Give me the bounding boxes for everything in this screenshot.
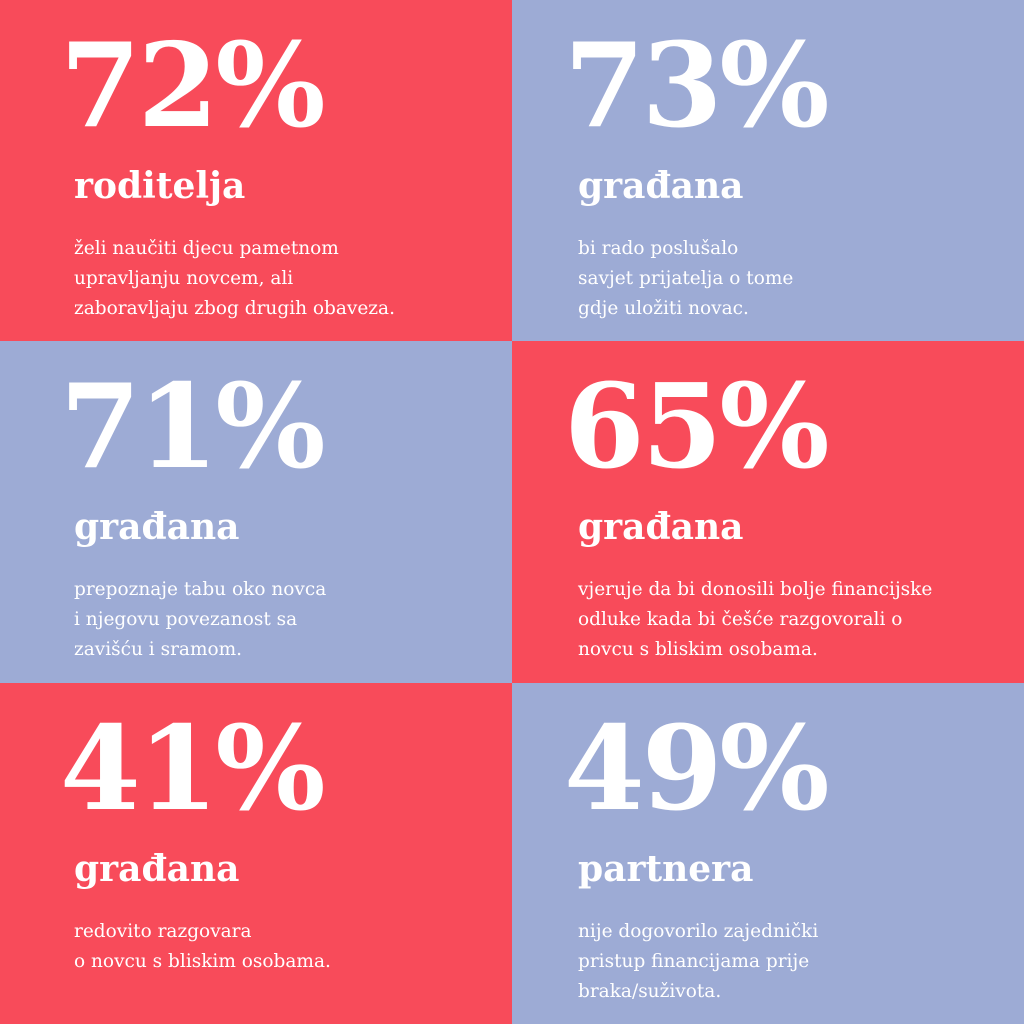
stat-description: nije dogovorilo zajednički pristup financ… <box>578 917 818 1007</box>
description-line: gdje uložiti novac. <box>578 298 749 319</box>
stat-tile: 65% građana vjeruje da bi donosili bolje f… <box>512 341 1024 684</box>
stat-tile: 49% partnera nije dogovorilo zajednički pri… <box>512 682 1024 1024</box>
stat-description: želi naučiti djecu pametnom upravljanju n… <box>74 234 395 324</box>
stat-value: 71% <box>60 359 326 496</box>
stat-value: 72% <box>60 18 326 154</box>
description-line: braka/suživota. <box>578 980 722 1002</box>
description-line: vjeruje da bi donosili bolje financijske <box>578 579 933 601</box>
stat-subject: građana <box>578 506 744 549</box>
description-line: bi rado poslušalo <box>578 238 739 259</box>
stat-subject: građana <box>578 165 744 207</box>
description-line: odluke kada bi češće razgovorali o <box>578 609 903 631</box>
stat-description: vjeruje da bi donosili bolje financijske… <box>578 575 932 665</box>
description-line: pristup financijama prije <box>578 950 810 972</box>
description-line: zaboravljaju zbog drugih obaveza. <box>74 298 395 319</box>
description-line: o novcu s bliskim osobama. <box>74 950 331 972</box>
stat-value: 65% <box>564 359 830 496</box>
description-line: savjet prijatelja o tome <box>578 268 794 289</box>
stat-value: 49% <box>564 700 830 837</box>
description-line: nije dogovorilo zajednički <box>578 920 819 942</box>
stat-description: redovito razgovara o novcu s bliskim osob… <box>74 917 331 977</box>
stat-description: prepoznaje tabu oko novca i njegovu povez… <box>74 575 326 665</box>
stat-tile: 73% građana bi rado poslušalo savjet prijat… <box>512 0 1024 342</box>
description-line: upravljanju novcem, ali <box>74 268 294 289</box>
stat-subject: partnera <box>578 847 754 890</box>
stat-subject: građana <box>74 506 240 549</box>
stat-tile: 71% građana prepoznaje tabu oko novca i nje… <box>0 341 512 684</box>
description-line: i njegovu povezanost sa <box>74 609 298 631</box>
description-line: zavišću i sramom. <box>74 639 243 661</box>
stat-description: bi rado poslušalo savjet prijatelja o tom… <box>578 234 793 324</box>
description-line: prepoznaje tabu oko novca <box>74 579 327 601</box>
stat-value: 73% <box>564 18 830 154</box>
description-line: redovito razgovara <box>74 920 252 942</box>
stat-value: 41% <box>60 700 326 837</box>
description-line: želi naučiti djecu pametnom <box>74 238 339 259</box>
stat-tile: 41% građana redovito razgovara o novcu s bl… <box>0 682 512 1024</box>
description-line: novcu s bliskim osobama. <box>578 639 818 661</box>
stat-subject: roditelja <box>74 165 246 207</box>
stat-subject: građana <box>74 847 240 890</box>
stat-tile: 72% roditelja želi naučiti djecu pametnom u… <box>0 0 512 342</box>
